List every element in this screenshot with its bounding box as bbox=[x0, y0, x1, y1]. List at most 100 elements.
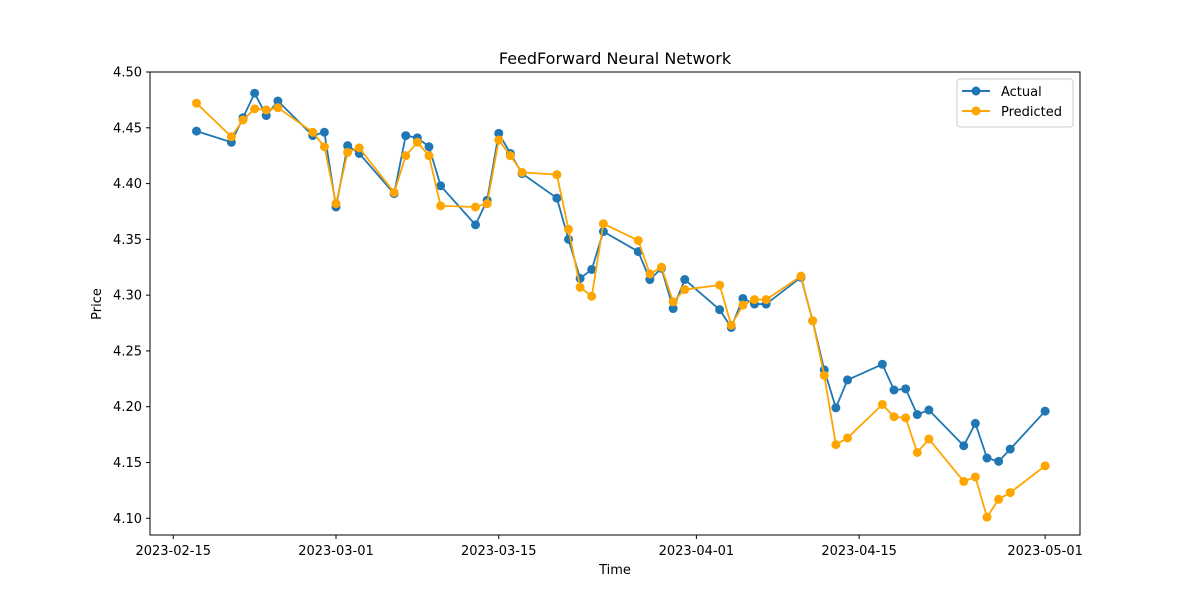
data-point-predicted bbox=[738, 300, 748, 310]
y-tick-label: 4.35 bbox=[113, 233, 142, 248]
series-predicted bbox=[192, 98, 1050, 522]
data-point-actual bbox=[877, 359, 887, 369]
data-point-actual bbox=[680, 275, 690, 285]
x-tick-label: 2023-02-15 bbox=[135, 544, 211, 559]
data-point-predicted bbox=[1005, 488, 1015, 498]
y-tick-label: 4.25 bbox=[113, 344, 142, 359]
data-point-predicted bbox=[912, 447, 922, 457]
data-point-predicted bbox=[424, 151, 434, 161]
x-tick-label: 2023-04-01 bbox=[659, 544, 735, 559]
data-point-predicted bbox=[598, 219, 608, 229]
data-point-actual bbox=[901, 384, 911, 394]
data-point-actual bbox=[1005, 444, 1015, 454]
data-point-predicted bbox=[517, 167, 527, 177]
data-point-actual bbox=[471, 220, 480, 230]
data-point-actual bbox=[494, 128, 504, 138]
data-point-predicted bbox=[401, 151, 411, 161]
y-axis-label: Price bbox=[90, 288, 105, 320]
data-point-actual bbox=[424, 142, 434, 152]
data-point-predicted bbox=[354, 143, 364, 153]
data-point-predicted bbox=[319, 142, 329, 152]
data-point-predicted bbox=[796, 271, 806, 281]
series-line-predicted bbox=[195, 102, 1046, 519]
data-point-actual bbox=[959, 441, 969, 451]
data-point-predicted bbox=[587, 291, 597, 301]
data-point-actual bbox=[738, 293, 748, 303]
data-point-predicted bbox=[505, 151, 515, 161]
data-point-actual bbox=[250, 88, 260, 98]
data-point-predicted bbox=[412, 137, 422, 147]
data-point-predicted bbox=[750, 295, 759, 305]
data-point-predicted bbox=[889, 412, 899, 422]
data-point-predicted bbox=[471, 202, 480, 212]
data-point-actual bbox=[982, 453, 992, 463]
x-tick-label: 2023-03-01 bbox=[298, 544, 374, 559]
data-point-predicted bbox=[970, 472, 980, 482]
y-tick-label: 4.50 bbox=[113, 66, 142, 81]
legend: Actual Predicted bbox=[956, 78, 1074, 128]
data-point-predicted bbox=[389, 187, 399, 197]
data-point-actual bbox=[843, 375, 852, 385]
y-tick-label: 4.15 bbox=[113, 456, 142, 471]
data-point-predicted bbox=[482, 199, 492, 209]
data-point-predicted bbox=[808, 316, 818, 326]
data-point-predicted bbox=[250, 104, 260, 114]
data-point-predicted bbox=[552, 170, 562, 180]
x-tick-label: 2023-03-15 bbox=[461, 544, 537, 559]
data-point-actual bbox=[192, 126, 201, 136]
data-point-predicted bbox=[575, 282, 585, 292]
data-point-actual bbox=[994, 456, 1004, 466]
data-point-predicted bbox=[238, 115, 248, 125]
data-point-predicted bbox=[343, 147, 353, 157]
data-point-actual bbox=[970, 418, 980, 428]
data-point-actual bbox=[587, 264, 597, 274]
legend-marker-predicted bbox=[971, 106, 981, 116]
legend-marker-actual bbox=[971, 86, 981, 96]
data-point-predicted bbox=[192, 98, 201, 108]
data-point-actual bbox=[715, 305, 725, 315]
data-point-actual bbox=[343, 141, 353, 151]
data-point-actual bbox=[552, 193, 562, 203]
data-point-predicted bbox=[308, 127, 318, 137]
x-tick-label: 2023-04-15 bbox=[821, 544, 897, 559]
series-layer bbox=[192, 88, 1050, 522]
data-point-predicted bbox=[273, 103, 283, 113]
data-point-predicted bbox=[994, 494, 1004, 504]
data-point-actual bbox=[273, 96, 283, 106]
legend-label-predicted: Predicted bbox=[1001, 105, 1062, 120]
data-point-predicted bbox=[982, 512, 992, 522]
data-point-predicted bbox=[843, 433, 852, 443]
data-point-predicted bbox=[645, 269, 655, 279]
data-point-predicted bbox=[726, 320, 736, 330]
x-tick-label: 2023-05-01 bbox=[1007, 544, 1083, 559]
y-tick-label: 4.40 bbox=[113, 177, 142, 192]
data-point-predicted bbox=[901, 413, 911, 423]
data-point-predicted bbox=[1040, 461, 1050, 471]
data-point-predicted bbox=[761, 295, 771, 305]
data-point-predicted bbox=[494, 135, 504, 145]
x-axis-label: Time bbox=[598, 563, 631, 578]
data-point-predicted bbox=[877, 399, 887, 409]
y-axis-ticks: 4.10 4.15 4.20 4.25 4.30 4.35 4.40 4.45 4.50 bbox=[113, 66, 150, 527]
data-point-predicted bbox=[564, 224, 573, 234]
data-point-predicted bbox=[331, 199, 341, 209]
y-tick-label: 4.30 bbox=[113, 289, 142, 304]
data-point-predicted bbox=[959, 476, 969, 486]
data-point-predicted bbox=[657, 262, 666, 272]
data-point-actual bbox=[1040, 406, 1050, 416]
data-point-predicted bbox=[715, 280, 725, 290]
data-point-actual bbox=[912, 410, 922, 420]
plot-area bbox=[149, 71, 1081, 536]
x-axis-ticks: 2023-02-15 2023-03-01 2023-03-15 2023-04-01… bbox=[135, 535, 1083, 559]
data-point-actual bbox=[319, 127, 329, 137]
y-tick-label: 4.10 bbox=[113, 512, 142, 527]
data-point-actual bbox=[924, 405, 934, 415]
data-point-predicted bbox=[436, 201, 446, 211]
data-point-predicted bbox=[226, 132, 236, 142]
data-point-actual bbox=[889, 385, 899, 395]
y-tick-label: 4.45 bbox=[113, 121, 142, 136]
chart-title: FeedForward Neural Network bbox=[499, 49, 732, 68]
y-tick-label: 4.20 bbox=[113, 400, 142, 415]
data-point-actual bbox=[401, 131, 411, 141]
